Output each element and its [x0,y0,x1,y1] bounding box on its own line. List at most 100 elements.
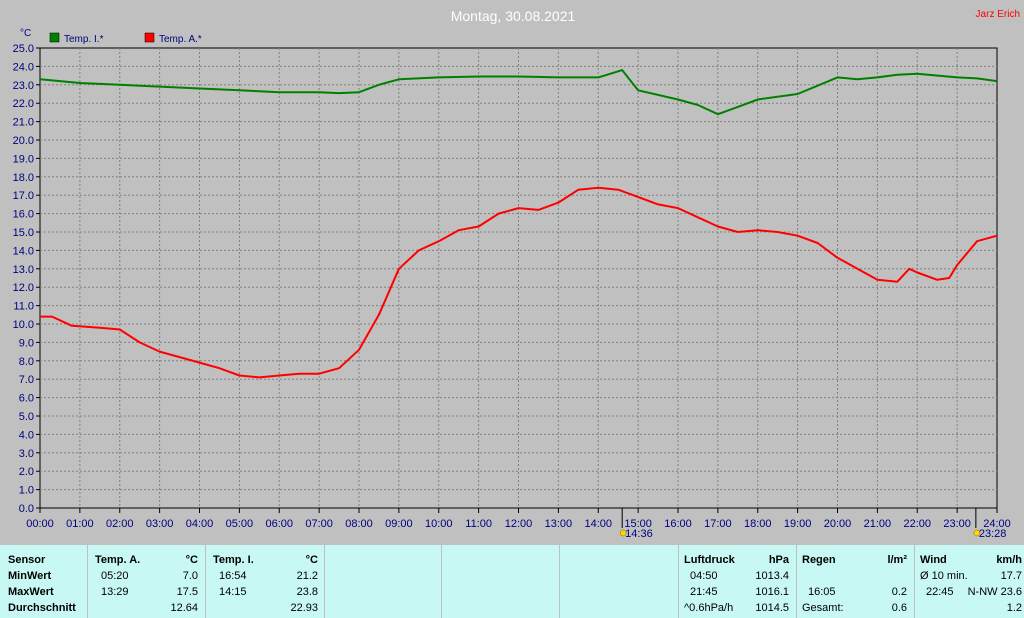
chart-title: Montag, 30.08.2021 [451,8,576,24]
author-label: Jarz Erich [976,9,1020,20]
y-tick-label: 10.0 [13,319,34,331]
luftdruck-current: 1014.5 [755,602,789,614]
x-tick-label: 10:00 [425,518,453,530]
legend-swatch-temp-i [49,32,60,43]
y-tick-label: 17.0 [13,190,34,202]
y-tick-label: 16.0 [13,209,34,221]
temp-a-max-time: 13:29 [101,586,129,598]
x-tick-label: 17:00 [704,518,732,530]
x-tick-label: 19:00 [784,518,812,530]
y-tick-label: 5.0 [19,411,34,423]
temp-i-max: 23.8 [296,586,318,598]
sun-weather-icon [619,529,627,537]
wind-max-time: 22:45 [926,586,954,598]
y-tick-label: 14.0 [13,245,34,257]
x-tick-label: 08:00 [345,518,373,530]
temp-a-min: 7.0 [182,570,198,582]
y-tick-label: 1.0 [19,485,34,497]
wind-avg-value: 17.7 [1000,570,1022,582]
luftdruck-max: 1016.1 [755,586,789,598]
temp-i-min: 21.2 [296,570,318,582]
x-tick-label: 01:00 [66,518,94,530]
x-tick-label: 04:00 [186,518,214,530]
x-tick-label: 16:00 [664,518,692,530]
y-tick-label: 0.0 [19,503,34,515]
wind-unit: km/h [996,554,1022,566]
x-tick-label: 07:00 [305,518,333,530]
x-tick-label: 06:00 [265,518,293,530]
series-line-temp-i [39,69,998,116]
x-tick-label: 12:00 [505,518,533,530]
y-tick-label: 7.0 [19,374,34,386]
temp-i-unit: °C [305,554,318,566]
statistics-table: Sensor MinWert MaxWert Durchschnitt Temp… [0,545,1024,618]
temp-a-min-time: 05:20 [101,570,129,582]
regen-total: 0.6 [891,602,907,614]
y-tick-label: 12.0 [13,282,34,294]
luftdruck-trend: ^0.6hPa/h [684,602,734,614]
x-tick-label: 09:00 [385,518,413,530]
y-tick-label: 19.0 [13,153,34,165]
x-tick-label: 15:00 [624,518,652,530]
temp-i-avg: 22.93 [290,602,318,614]
x-tick-label: 05:00 [226,518,254,530]
wind-row3-value: 1.2 [1006,602,1022,614]
luftdruck-max-time: 21:45 [690,586,718,598]
regen-unit: l/m² [887,554,907,566]
luftdruck-header: Luftdruck [684,554,735,566]
regen-total-label: Gesamt: [802,602,844,614]
y-tick-label: 11.0 [13,301,34,313]
wind-max-value: N-NW 23.6 [967,586,1022,598]
avg-row-label: Durchschnitt [8,602,76,614]
chart-series [39,69,998,379]
y-tick-label: 24.0 [13,61,34,73]
regen-time: 16:05 [808,586,836,598]
y-tick-label: 4.0 [19,429,34,441]
x-tick-label: 22:00 [903,518,931,530]
temp-i-header: Temp. I. [213,554,254,566]
chart-grid [39,47,998,509]
y-tick-label: 18.0 [13,172,34,184]
min-row-label: MinWert [8,570,52,582]
x-tick-label: 11:00 [465,518,492,530]
x-tick-label: 21:00 [864,518,892,530]
x-tick-label: 14:00 [584,518,612,530]
temp-a-header: Temp. A. [95,554,141,566]
luftdruck-min-time: 04:50 [690,570,718,582]
x-tick-label: 02:00 [106,518,134,530]
luftdruck-min: 1013.4 [755,570,789,582]
y-tick-label: 2.0 [19,466,34,478]
y-tick-label: 23.0 [13,80,34,92]
temp-a-avg: 12.64 [170,602,198,614]
y-tick-label: 3.0 [19,448,34,460]
marker-label: 23:28 [979,528,1007,540]
wind-header: Wind [920,554,947,566]
series-line-temp-a [40,186,998,379]
y-tick-label: 15.0 [13,227,34,239]
luftdruck-unit: hPa [768,554,789,566]
time-markers: 14:36 23:28 [619,508,1007,540]
x-axis-ticks: 00:00 01:00 02:00 03:00 04:00 05:00 06:00 07:00… [26,508,1011,530]
regen-value: 0.2 [891,586,907,598]
regen-header: Regen [802,554,836,566]
y-tick-label: 6.0 [19,393,34,405]
sensor-header: Sensor [8,554,46,566]
cloud-sun-weather-icon [973,529,981,537]
legend-swatch-temp-a [144,32,155,43]
y-unit-label: °C [20,28,31,39]
x-tick-label: 23:00 [943,518,971,530]
legend-label-temp-i: Temp. I.* [64,34,104,45]
y-tick-label: 21.0 [13,117,34,129]
marker-label: 14:36 [625,528,653,540]
y-tick-label: 9.0 [19,337,34,349]
temperature-chart: Montag, 30.08.2021 Jarz Erich °C Temp. I… [13,8,1020,540]
x-tick-label: 00:00 [26,518,54,530]
y-tick-label: 13.0 [13,264,34,276]
x-tick-label: 18:00 [744,518,772,530]
temp-a-max: 17.5 [176,586,198,598]
legend-label-temp-a: Temp. A.* [159,34,202,45]
x-tick-label: 03:00 [146,518,174,530]
y-tick-label: 25.0 [13,43,34,55]
y-tick-label: 20.0 [13,135,34,147]
y-axis-ticks: 0.0 1.0 2.0 3.0 4.0 5.0 6.0 7.0 8.0 9.0 10.0 11.0 12… [13,43,40,515]
